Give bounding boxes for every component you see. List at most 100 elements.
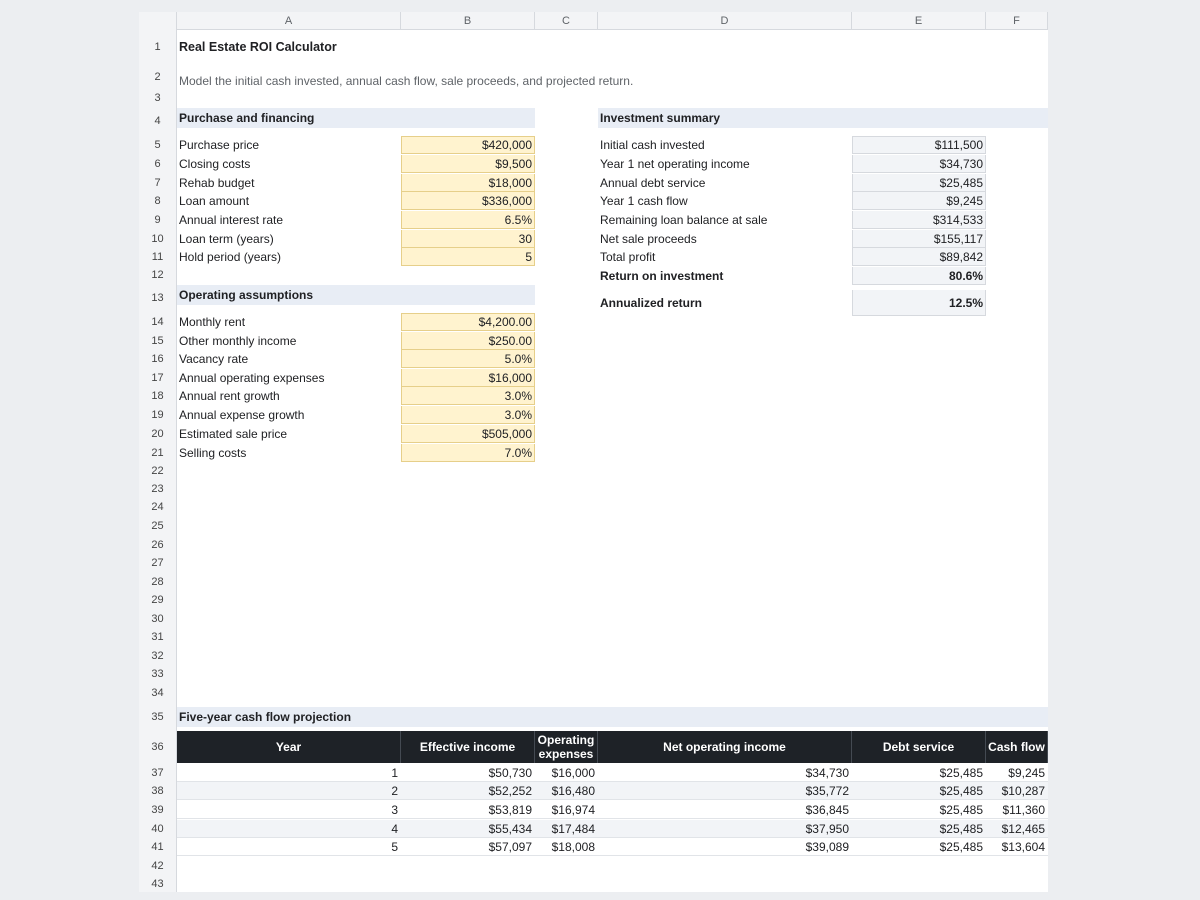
column-header-e[interactable]: E	[852, 12, 986, 30]
table-cell[interactable]: $16,000	[535, 764, 598, 782]
row-header-3[interactable]: 3	[154, 92, 161, 104]
row-header-8[interactable]: 8	[154, 195, 161, 207]
column-header-f[interactable]: F	[986, 12, 1048, 30]
table-cell[interactable]: $37,950	[598, 820, 852, 838]
row-header-12[interactable]: 12	[151, 269, 164, 281]
projection-section-title[interactable]: Five-year cash flow projection	[179, 710, 352, 724]
table-cell[interactable]: $17,484	[535, 820, 598, 838]
input-label[interactable]: Annual expense growth	[179, 408, 305, 422]
row-header-29[interactable]: 29	[151, 594, 164, 606]
row-header-4[interactable]: 4	[154, 115, 161, 127]
column-header-d[interactable]: D	[598, 12, 852, 30]
row-header-33[interactable]: 33	[151, 668, 164, 680]
table-cell[interactable]: $53,819	[401, 801, 535, 819]
summary-label[interactable]: Total profit	[600, 250, 656, 264]
row-header-10[interactable]: 10	[151, 233, 164, 245]
table-cell[interactable]: $25,485	[852, 838, 986, 856]
header-debt-service[interactable]: Debt service	[852, 731, 986, 763]
input-value-cell[interactable]: 7.0%	[401, 444, 535, 462]
row-header-1[interactable]: 1	[154, 41, 161, 53]
row-header-18[interactable]: 18	[151, 390, 164, 402]
row-header-35[interactable]: 35	[151, 711, 164, 723]
summary-value-cell[interactable]: 12.5%	[852, 290, 986, 316]
column-header-b[interactable]: B	[401, 12, 535, 30]
table-cell[interactable]: 2	[177, 782, 401, 800]
table-cell[interactable]: $25,485	[852, 764, 986, 782]
input-label[interactable]: Monthly rent	[179, 315, 246, 329]
header-net-operating-income[interactable]: Net operating income	[598, 731, 852, 763]
row-header-41[interactable]: 41	[151, 841, 164, 853]
input-label[interactable]: Hold period (years)	[179, 250, 282, 264]
row-header-26[interactable]: 26	[151, 539, 164, 551]
input-label[interactable]: Vacancy rate	[179, 352, 249, 366]
input-label[interactable]: Closing costs	[179, 157, 251, 171]
input-label[interactable]: Annual rent growth	[179, 389, 280, 403]
header-year[interactable]: Year	[177, 731, 401, 763]
row-header-5[interactable]: 5	[154, 139, 161, 151]
header-operating-expenses[interactable]: Operating expenses	[535, 731, 598, 763]
row-header-21[interactable]: 21	[151, 447, 164, 459]
summary-value-cell[interactable]: $9,245	[852, 192, 986, 210]
table-cell[interactable]: $39,089	[598, 838, 852, 856]
input-label[interactable]: Estimated sale price	[179, 427, 288, 441]
table-cell[interactable]: $16,480	[535, 782, 598, 800]
row-header-27[interactable]: 27	[151, 557, 164, 569]
input-label[interactable]: Selling costs	[179, 446, 247, 460]
input-value-cell[interactable]: $250.00	[401, 332, 535, 350]
row-header-17[interactable]: 17	[151, 372, 164, 384]
row-header-23[interactable]: 23	[151, 483, 164, 495]
table-cell[interactable]: $52,252	[401, 782, 535, 800]
table-cell[interactable]: $9,245	[986, 764, 1048, 782]
summary-value-cell[interactable]: $25,485	[852, 174, 986, 192]
row-header-20[interactable]: 20	[151, 428, 164, 440]
summary-value-cell[interactable]: $155,117	[852, 230, 986, 248]
table-cell[interactable]: $35,772	[598, 782, 852, 800]
table-cell[interactable]: 3	[177, 801, 401, 819]
input-value-cell[interactable]: 5	[401, 248, 535, 266]
table-cell[interactable]: 5	[177, 838, 401, 856]
summary-label[interactable]: Return on investment	[600, 269, 724, 283]
row-header-43[interactable]: 43	[151, 878, 164, 890]
table-cell[interactable]: $34,730	[598, 764, 852, 782]
table-cell[interactable]: $50,730	[401, 764, 535, 782]
input-label[interactable]: Loan term (years)	[179, 232, 274, 246]
table-cell[interactable]: 4	[177, 820, 401, 838]
row-header-7[interactable]: 7	[154, 177, 161, 189]
summary-value-cell[interactable]: 80.6%	[852, 267, 986, 285]
table-cell[interactable]: $16,974	[535, 801, 598, 819]
input-label[interactable]: Annual operating expenses	[179, 371, 325, 385]
input-label[interactable]: Other monthly income	[179, 334, 297, 348]
input-value-cell[interactable]: $18,000	[401, 174, 535, 192]
table-cell[interactable]: $10,287	[986, 782, 1048, 800]
summary-label[interactable]: Net sale proceeds	[600, 232, 697, 246]
row-header-28[interactable]: 28	[151, 576, 164, 588]
row-header-15[interactable]: 15	[151, 335, 164, 347]
sheet-title[interactable]: Real Estate ROI Calculator	[179, 40, 337, 54]
row-header-19[interactable]: 19	[151, 409, 164, 421]
table-cell[interactable]: $13,604	[986, 838, 1048, 856]
table-cell[interactable]: $57,097	[401, 838, 535, 856]
summary-label[interactable]: Annualized return	[600, 296, 703, 310]
table-cell[interactable]: $11,360	[986, 801, 1048, 819]
row-header-22[interactable]: 22	[151, 465, 164, 477]
row-header-30[interactable]: 30	[151, 613, 164, 625]
table-cell[interactable]: 1	[177, 764, 401, 782]
input-value-cell[interactable]: 30	[401, 230, 535, 248]
row-header-38[interactable]: 38	[151, 785, 164, 797]
row-header-2[interactable]: 2	[154, 71, 161, 83]
row-header-31[interactable]: 31	[151, 631, 164, 643]
table-cell[interactable]: $55,434	[401, 820, 535, 838]
header-cash-flow[interactable]: Cash flow	[986, 731, 1048, 763]
input-label[interactable]: Annual interest rate	[179, 213, 284, 227]
input-value-cell[interactable]: 3.0%	[401, 387, 535, 405]
sheet-subtitle[interactable]: Model the initial cash invested, annual …	[179, 74, 634, 88]
summary-section-title[interactable]: Investment summary	[600, 111, 721, 125]
input-value-cell[interactable]: 5.0%	[401, 350, 535, 368]
table-cell[interactable]: $12,465	[986, 820, 1048, 838]
header-effective-income[interactable]: Effective income	[401, 731, 535, 763]
row-header-6[interactable]: 6	[154, 158, 161, 170]
row-header-40[interactable]: 40	[151, 823, 164, 835]
operating-section-title[interactable]: Operating assumptions	[179, 288, 314, 302]
row-header-34[interactable]: 34	[151, 687, 164, 699]
summary-label[interactable]: Initial cash invested	[600, 138, 705, 152]
